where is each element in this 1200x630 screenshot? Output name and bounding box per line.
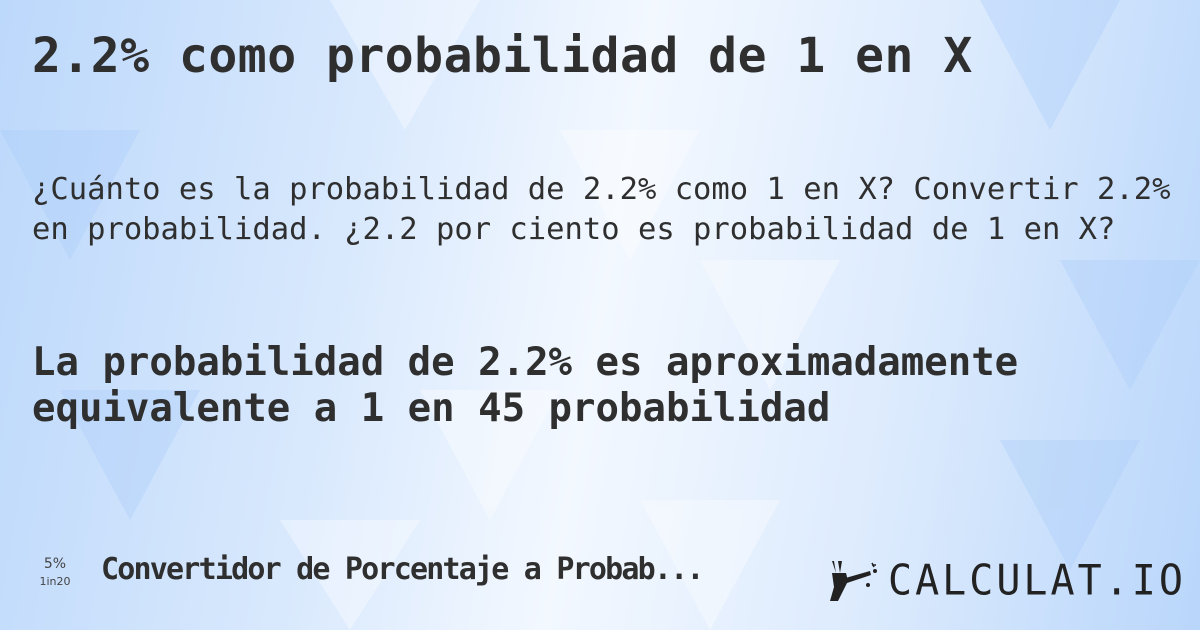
magic-hand-icon bbox=[830, 561, 877, 601]
icon-bottom-label: 1in20 bbox=[39, 575, 71, 588]
logo-text: CALCULAT.IO bbox=[888, 556, 1186, 606]
percent-odds-icon[interactable]: 5% 1in20 bbox=[30, 556, 80, 588]
page-title: 2.2% como probabilidad de 1 en X bbox=[32, 28, 973, 84]
icon-top-label: 5% bbox=[43, 556, 67, 572]
question-text: ¿Cuánto es la probabilidad de 2.2% como … bbox=[32, 172, 1171, 247]
answer-text: La probabilidad de 2.2% es aproximadamen… bbox=[32, 340, 1019, 431]
calculat-io-logo[interactable]: CALCULAT.IO bbox=[828, 556, 1186, 606]
converter-link[interactable]: Convertidor de Porcentaje a Probab... bbox=[101, 552, 704, 587]
